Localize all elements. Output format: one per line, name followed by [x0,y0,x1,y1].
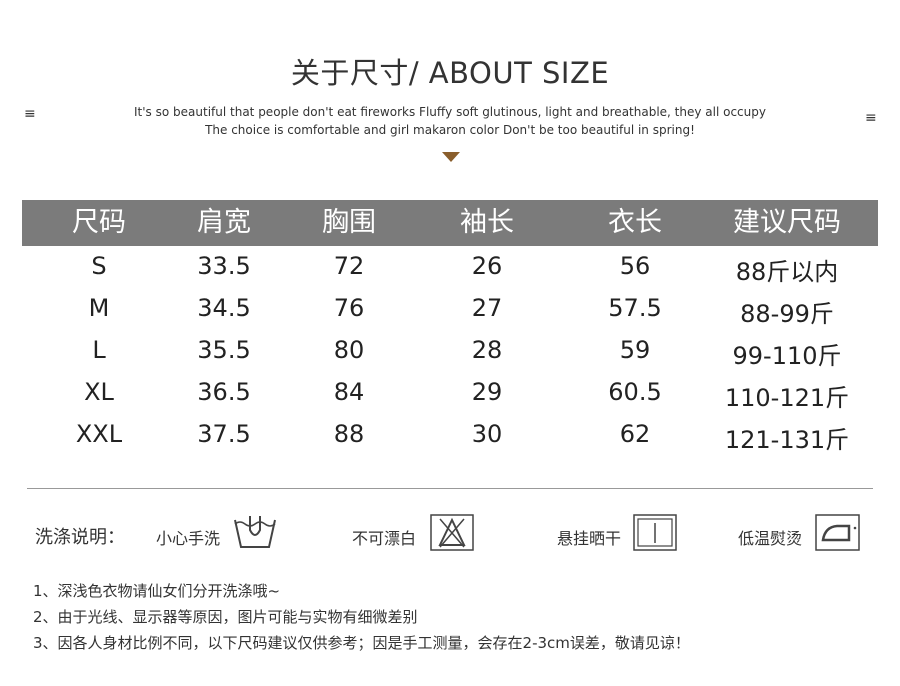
table-cell: 76 [333,294,365,322]
low-iron-icon [815,514,860,551]
care-label: 洗涤说明： [35,527,125,548]
down-arrow-icon [442,152,460,162]
note-1: 1、深浅色衣物请仙女们分开洗涤哦~ [33,582,281,600]
menu-icon-right: ≡ [865,110,877,126]
table-cell: 35.5 [197,336,251,364]
table-cell: 110-121斤 [724,384,850,412]
care-text-hand-wash: 小心手洗 [156,529,221,548]
table-cell: 72 [333,252,365,280]
table-cell: 26 [471,252,503,280]
no-bleach-icon [430,514,474,551]
table-cell: 27 [471,294,503,322]
page-title: 关于尺寸/ ABOUT SIZE [290,56,610,90]
table-cell: 30 [471,420,503,448]
column-header: 胸围 [322,207,376,238]
hand-wash-icon [234,516,276,548]
table-cell: 57.5 [608,294,662,322]
table-cell: L [92,336,106,364]
care-text-low-iron: 低温熨烫 [738,529,803,548]
table-cell: 60.5 [608,378,662,406]
table-cell: 62 [619,420,651,448]
table-cell: 28 [471,336,503,364]
menu-icon-left: ≡ [24,106,36,122]
table-cell: 37.5 [197,420,251,448]
note-3: 3、因各人身材比例不同，以下尺码建议仅供参考；因是手工测量，会存在2-3cm误差… [33,634,690,652]
column-header: 衣长 [608,207,662,238]
table-cell: 88 [333,420,365,448]
note-2: 2、由于光线、显示器等原因，图片可能与实物有细微差别 [33,608,418,626]
table-cell: M [88,294,110,322]
table-cell: 33.5 [197,252,251,280]
column-header: 建议尺码 [733,207,841,238]
table-cell: 29 [471,378,503,406]
divider [27,488,873,489]
table-cell: 56 [619,252,651,280]
table-cell: 80 [333,336,365,364]
column-header: 尺码 [72,207,126,238]
line-dry-icon [633,514,677,551]
table-cell: 88斤以内 [735,258,839,286]
column-header: 袖长 [460,207,514,238]
table-cell: 121-131斤 [724,426,850,454]
table-cell: 99-110斤 [732,342,842,370]
table-cell: 88-99斤 [740,300,834,328]
table-cell: XL [84,378,114,406]
table-cell: 36.5 [197,378,251,406]
table-cell: S [91,252,107,280]
size-table-header: 尺码 肩宽 胸围 袖长 衣长 建议尺码 [22,200,878,246]
table-cell: 34.5 [197,294,251,322]
subtitle-line-2: The choice is comfortable and girl makar… [205,123,695,137]
table-cell: 59 [619,336,651,364]
care-text-no-bleach: 不可漂白 [352,529,417,548]
care-text-line-dry: 悬挂晒干 [557,529,622,548]
table-cell: XXL [75,420,123,448]
column-header: 肩宽 [197,207,251,238]
table-cell: 84 [333,378,365,406]
subtitle-line-1: It's so beautiful that people don't eat … [134,105,766,119]
